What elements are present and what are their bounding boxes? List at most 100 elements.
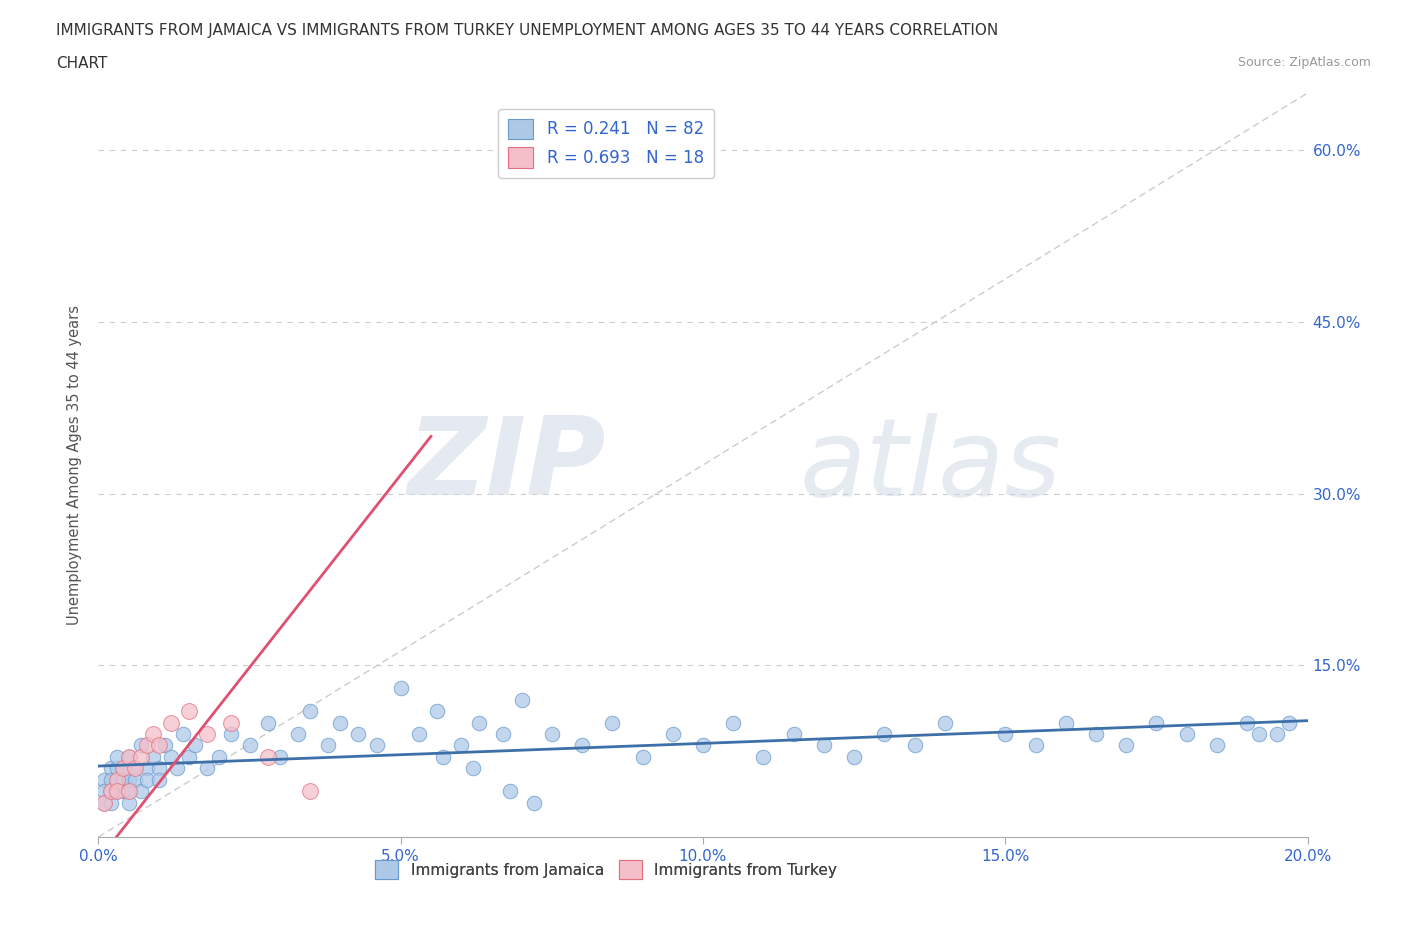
Point xyxy=(287,726,309,741)
Point xyxy=(408,726,430,741)
Point xyxy=(105,772,128,787)
Point xyxy=(179,750,201,764)
Point xyxy=(111,784,134,799)
Point xyxy=(124,772,146,787)
Point xyxy=(1236,715,1258,730)
Point xyxy=(184,738,207,753)
Point xyxy=(329,715,352,730)
Point xyxy=(179,704,201,719)
Point xyxy=(142,726,165,741)
Point xyxy=(661,726,683,741)
Point xyxy=(426,704,449,719)
Point xyxy=(105,772,128,787)
Point xyxy=(994,726,1017,741)
Point xyxy=(1206,738,1229,753)
Point xyxy=(195,726,218,741)
Point xyxy=(1267,726,1289,741)
Point xyxy=(450,738,472,753)
Point xyxy=(93,784,115,799)
Point xyxy=(105,761,128,776)
Point xyxy=(105,784,128,799)
Point xyxy=(93,772,115,787)
Point xyxy=(269,750,291,764)
Point xyxy=(723,715,745,730)
Point xyxy=(1175,726,1198,741)
Text: ZIP: ZIP xyxy=(408,412,606,518)
Point xyxy=(492,726,515,741)
Point xyxy=(1249,726,1271,741)
Point xyxy=(100,784,122,799)
Point xyxy=(129,750,152,764)
Point xyxy=(153,738,176,753)
Text: CHART: CHART xyxy=(56,56,108,71)
Point xyxy=(468,715,491,730)
Point xyxy=(124,761,146,776)
Text: Source: ZipAtlas.com: Source: ZipAtlas.com xyxy=(1237,56,1371,69)
Point xyxy=(432,750,454,764)
Point xyxy=(239,738,262,753)
Point xyxy=(118,750,141,764)
Point xyxy=(166,761,188,776)
Legend: Immigrants from Jamaica, Immigrants from Turkey: Immigrants from Jamaica, Immigrants from… xyxy=(370,855,844,885)
Point xyxy=(124,761,146,776)
Point xyxy=(118,784,141,799)
Point xyxy=(523,795,546,810)
Point xyxy=(631,750,654,764)
Point xyxy=(783,726,806,741)
Point xyxy=(105,784,128,799)
Point xyxy=(1278,715,1301,730)
Point xyxy=(389,681,412,696)
Point xyxy=(118,795,141,810)
Point xyxy=(1115,738,1137,753)
Point xyxy=(142,750,165,764)
Point xyxy=(160,750,183,764)
Point xyxy=(316,738,339,753)
Point xyxy=(934,715,956,730)
Point xyxy=(347,726,370,741)
Point xyxy=(93,795,115,810)
Point xyxy=(160,715,183,730)
Point xyxy=(135,772,157,787)
Point xyxy=(510,692,533,707)
Point xyxy=(148,772,170,787)
Point xyxy=(256,715,278,730)
Point xyxy=(148,761,170,776)
Point xyxy=(172,726,194,741)
Point xyxy=(129,784,152,799)
Point xyxy=(93,795,115,810)
Text: IMMIGRANTS FROM JAMAICA VS IMMIGRANTS FROM TURKEY UNEMPLOYMENT AMONG AGES 35 TO : IMMIGRANTS FROM JAMAICA VS IMMIGRANTS FR… xyxy=(56,23,998,38)
Point xyxy=(813,738,835,753)
Point xyxy=(692,738,714,753)
Point xyxy=(844,750,866,764)
Point xyxy=(111,772,134,787)
Point xyxy=(498,784,520,799)
Point xyxy=(221,715,243,730)
Y-axis label: Unemployment Among Ages 35 to 44 years: Unemployment Among Ages 35 to 44 years xyxy=(67,305,83,625)
Point xyxy=(1054,715,1077,730)
Point xyxy=(135,761,157,776)
Point xyxy=(904,738,927,753)
Point xyxy=(571,738,593,753)
Point xyxy=(873,726,896,741)
Point xyxy=(540,726,562,741)
Point xyxy=(1085,726,1108,741)
Point xyxy=(256,750,278,764)
Point xyxy=(221,726,243,741)
Point xyxy=(105,750,128,764)
Point xyxy=(752,750,775,764)
Point xyxy=(111,761,134,776)
Point xyxy=(129,738,152,753)
Point xyxy=(100,784,122,799)
Point xyxy=(366,738,388,753)
Point xyxy=(1024,738,1046,753)
Point xyxy=(1144,715,1167,730)
Point xyxy=(118,772,141,787)
Point xyxy=(100,795,122,810)
Point xyxy=(118,750,141,764)
Point xyxy=(148,738,170,753)
Point xyxy=(100,761,122,776)
Point xyxy=(602,715,624,730)
Point xyxy=(299,704,322,719)
Point xyxy=(299,784,322,799)
Point xyxy=(208,750,231,764)
